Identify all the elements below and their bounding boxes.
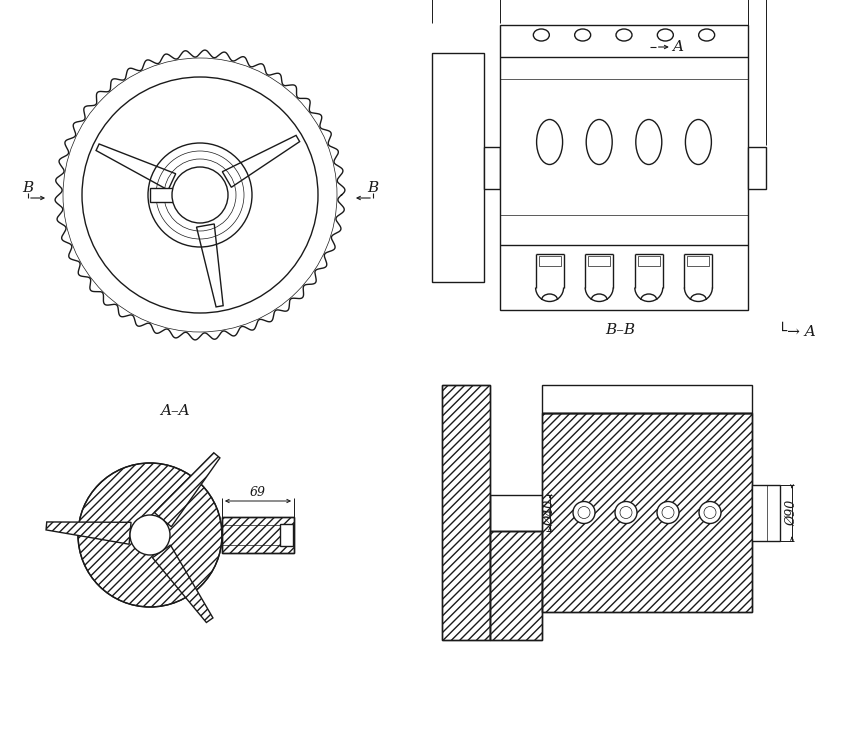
Bar (588, 255, 610, 266)
Text: B–B: B–B (605, 323, 635, 337)
Bar (490, 531, 542, 640)
Circle shape (615, 502, 637, 523)
Text: └→ A: └→ A (778, 325, 816, 339)
Text: A: A (672, 40, 683, 54)
Bar (542, 385, 752, 413)
Circle shape (82, 77, 318, 313)
Bar (542, 413, 752, 612)
Bar (222, 517, 294, 553)
Circle shape (164, 159, 236, 231)
Circle shape (662, 506, 674, 519)
Bar (432, 53, 484, 282)
Ellipse shape (636, 119, 662, 164)
Text: B: B (22, 181, 34, 195)
Circle shape (704, 506, 716, 519)
Ellipse shape (657, 29, 673, 41)
Bar (748, 147, 766, 189)
Circle shape (148, 143, 252, 247)
Bar (222, 517, 294, 553)
Circle shape (78, 463, 222, 607)
Polygon shape (152, 545, 213, 622)
Ellipse shape (575, 29, 591, 41)
Circle shape (578, 506, 590, 519)
Bar (688, 255, 710, 266)
Circle shape (699, 502, 721, 523)
Bar (442, 385, 490, 640)
Ellipse shape (536, 119, 563, 164)
Bar (638, 255, 660, 266)
Bar (150, 188, 180, 202)
Text: B: B (367, 181, 378, 195)
Circle shape (573, 502, 595, 523)
Ellipse shape (685, 119, 711, 164)
Bar (752, 485, 780, 540)
Circle shape (620, 506, 632, 519)
Circle shape (63, 58, 337, 332)
Bar (490, 531, 542, 640)
Bar (539, 255, 561, 266)
Text: A–A: A–A (160, 404, 190, 418)
Ellipse shape (616, 29, 632, 41)
Circle shape (130, 515, 170, 555)
Circle shape (172, 167, 228, 223)
Ellipse shape (586, 119, 612, 164)
Bar (484, 147, 500, 189)
Polygon shape (155, 453, 220, 527)
Bar (280, 524, 293, 546)
Ellipse shape (533, 29, 549, 41)
Circle shape (156, 151, 244, 239)
Ellipse shape (699, 29, 715, 41)
Text: Ø90: Ø90 (785, 500, 798, 525)
Polygon shape (46, 522, 131, 544)
Text: Ø40: Ø40 (543, 500, 557, 525)
Bar (500, 25, 748, 310)
Text: 69: 69 (250, 485, 266, 499)
Circle shape (657, 502, 679, 523)
Bar (542, 413, 752, 612)
Bar (442, 385, 490, 640)
